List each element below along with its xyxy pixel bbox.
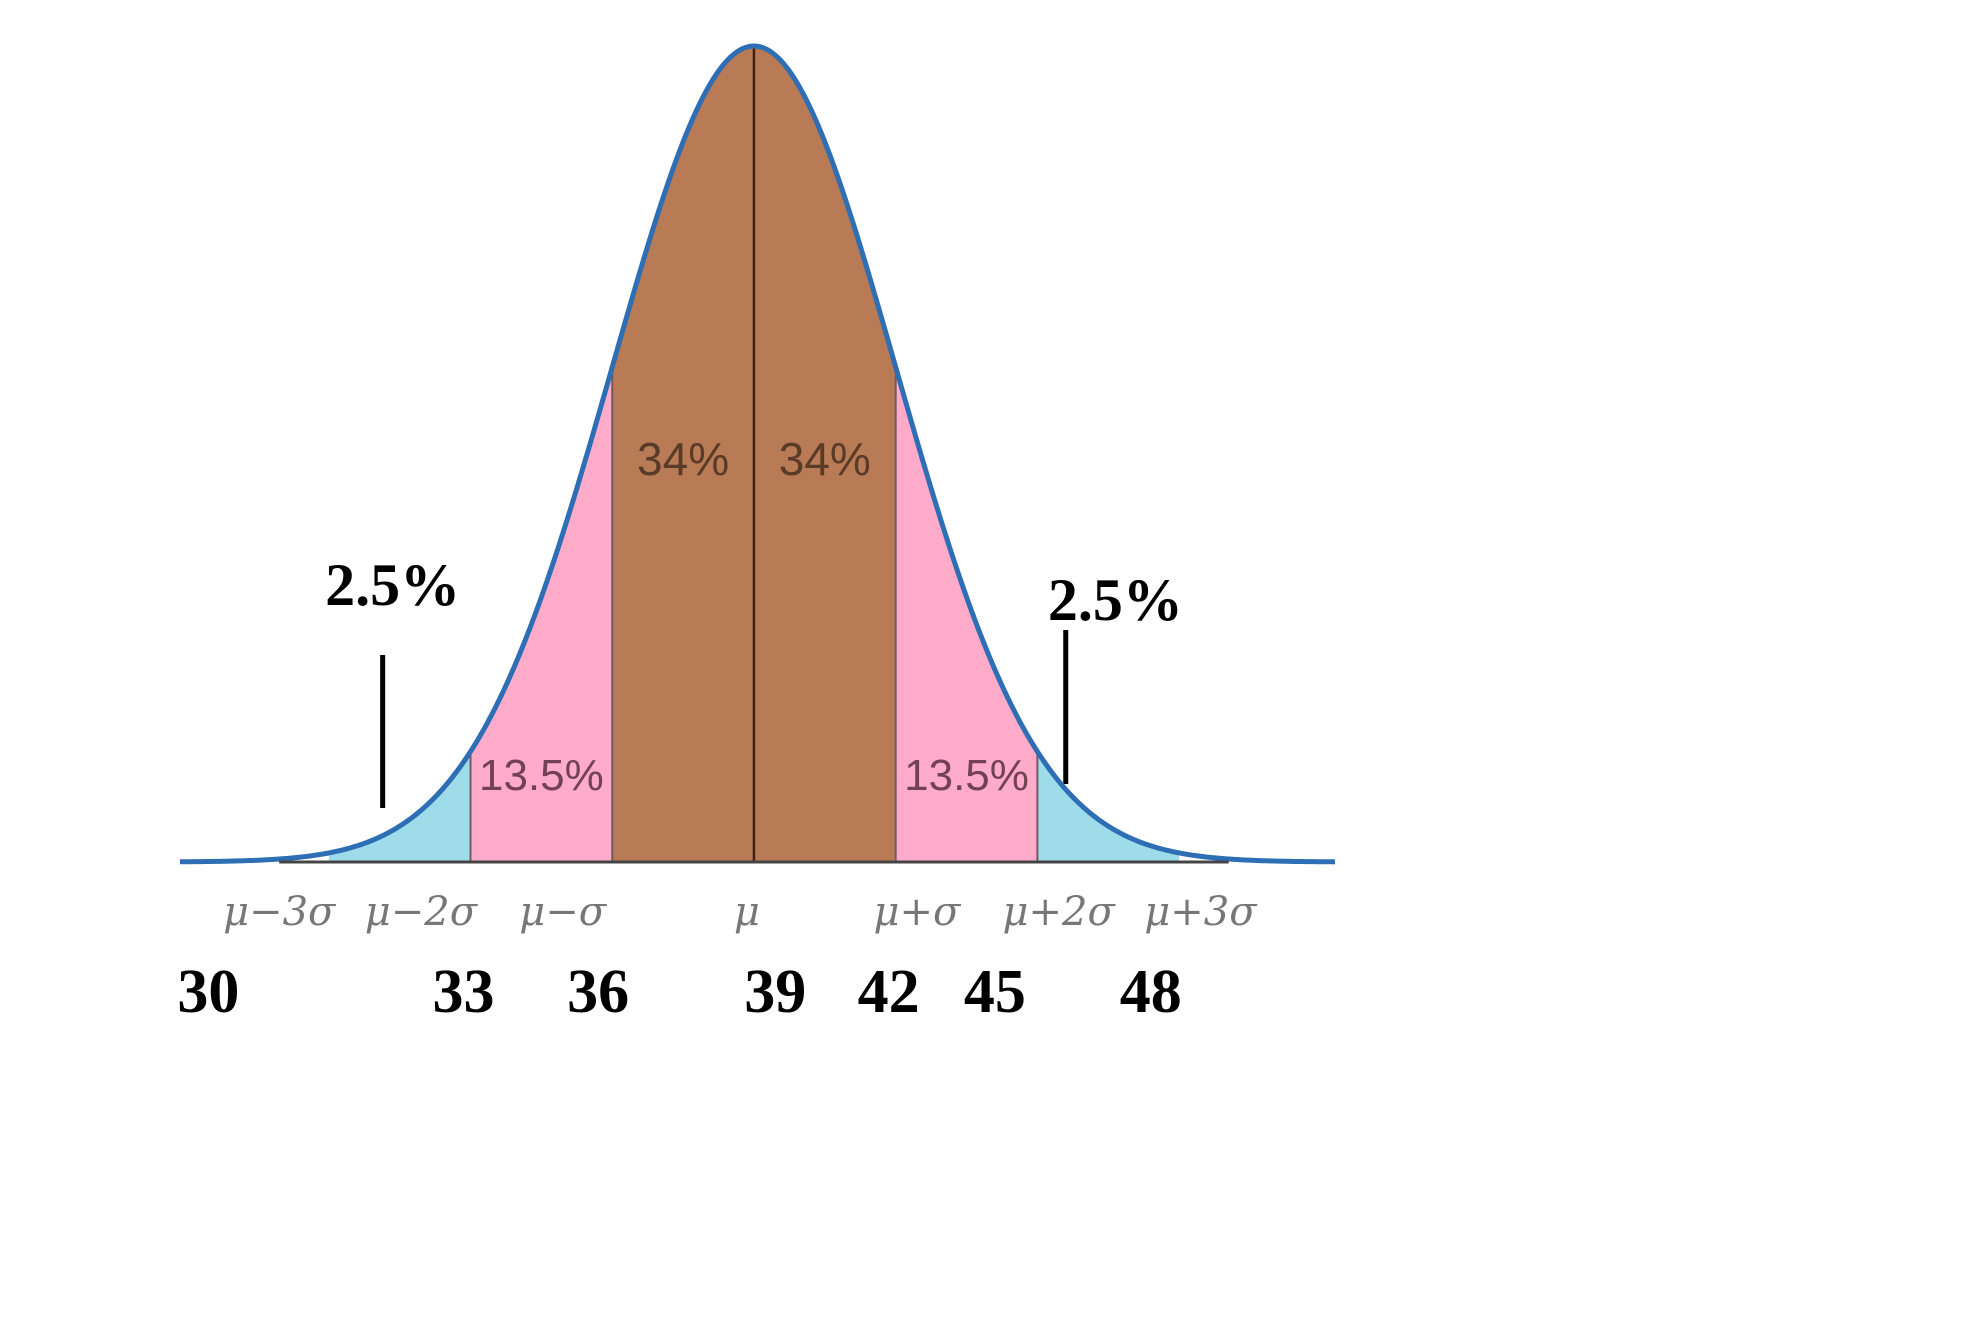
sigma-tick-label-5: μ+2σ: [1003, 889, 1117, 935]
tail-region-right: [1037, 751, 1180, 862]
curve-line: [179, 43, 1336, 865]
region-label-1: 34%: [637, 433, 729, 485]
sigma-tick-label-3: μ: [734, 889, 760, 935]
tail-label-right: 2.5%: [1048, 567, 1183, 633]
sigma-tick-label-6: μ+3σ: [1144, 889, 1258, 935]
sigma-tick-label-4: μ+σ: [874, 889, 963, 935]
region-label-0: 13.5%: [479, 751, 604, 800]
value-tick-label-36: 36: [567, 958, 629, 1026]
value-tick-label-39: 39: [744, 958, 806, 1026]
sigma-tick-label-0: μ−3σ: [223, 889, 337, 935]
value-tick-label-48: 48: [1120, 958, 1182, 1026]
region-label-3: 13.5%: [904, 751, 1029, 800]
bell-curve: [179, 43, 1336, 865]
value-tick-label-30: 30: [177, 958, 239, 1026]
value-tick-label-42: 42: [858, 958, 920, 1026]
region-label-2: 34%: [779, 433, 871, 485]
tail-label-left: 2.5%: [325, 552, 460, 618]
boundary-lines: [380, 44, 1069, 862]
value-tick-label-33: 33: [432, 958, 494, 1026]
tail-region-left: [328, 751, 471, 862]
sigma-tick-label-2: μ−σ: [519, 889, 608, 935]
sigma-tick-label-1: μ−2σ: [365, 889, 479, 935]
value-tick-label-45: 45: [964, 958, 1026, 1026]
labels: 13.5% 34% 34% 13.5% 2.5% 2.5% μ−3σ μ−2σ μ−σ μ μ+σ μ…: [177, 433, 1258, 1026]
